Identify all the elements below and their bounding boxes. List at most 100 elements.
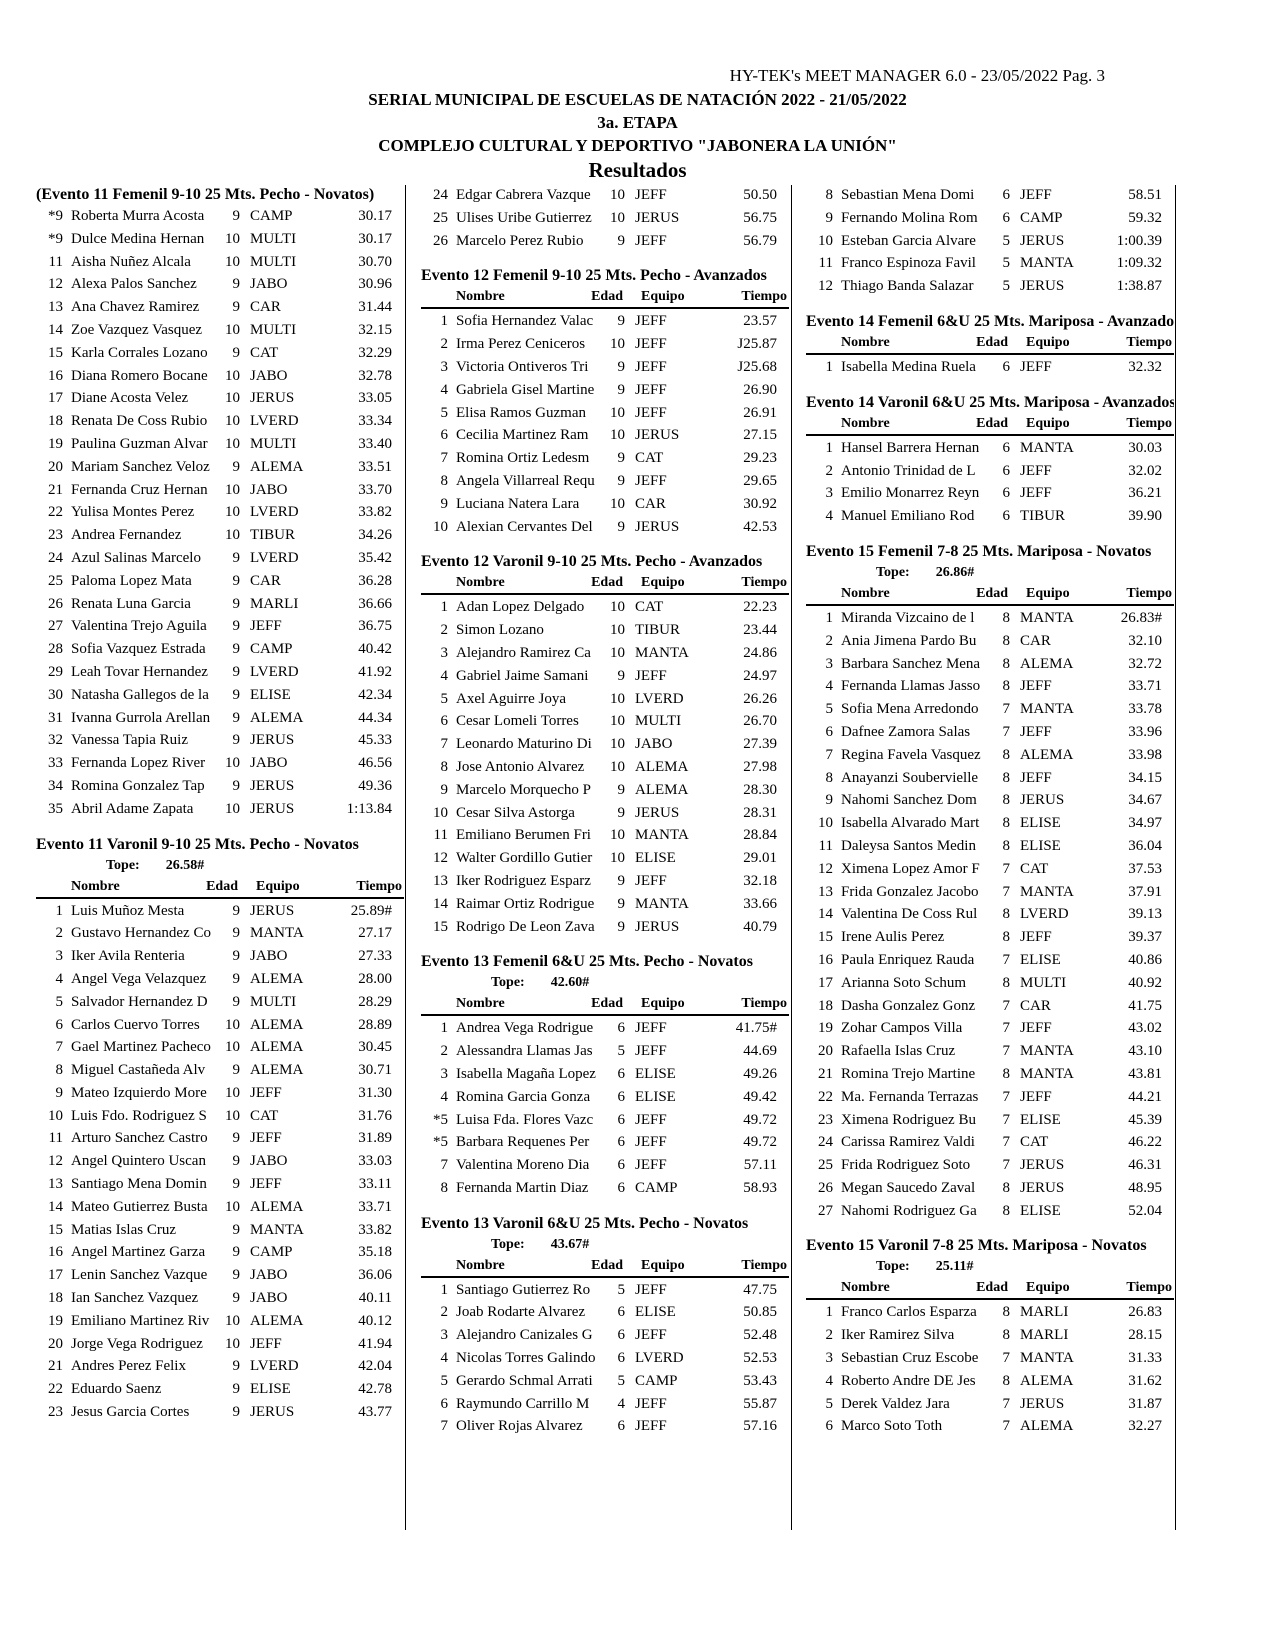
team: MANTA — [1020, 609, 1074, 626]
swimmer-name: Raymundo Carrillo M — [456, 1395, 590, 1412]
place: *5 — [433, 1134, 448, 1151]
age: 7 — [1002, 883, 1011, 900]
time: 30.17 — [358, 208, 392, 224]
result-row: 15 Matias Islas Cruz 9 MANTA 33.82 — [36, 1219, 404, 1242]
team: MULTI — [635, 713, 682, 730]
result-row: 5 Derek Valdez Jara 7 JERUS 31.87 — [806, 1393, 1174, 1416]
time: 24.86 — [743, 644, 777, 661]
age: 10 — [225, 1084, 240, 1101]
swimmer-name: Santiago Mena Domin — [71, 1176, 207, 1193]
place: 15 — [48, 344, 63, 361]
age: 9 — [232, 208, 241, 224]
time: 42.78 — [358, 1381, 392, 1398]
place: 20 — [48, 458, 63, 475]
swimmer-name: Nahomi Rodriguez Ga — [841, 1202, 977, 1219]
place: *5 — [433, 1111, 448, 1128]
team: JEFF — [635, 1043, 667, 1060]
result-row: 6 Raymundo Carrillo M 4 JEFF 55.87 — [421, 1393, 789, 1416]
swimmer-name: Paulina Guzman Alvar — [71, 435, 208, 452]
team: ELISE — [250, 1381, 291, 1398]
swimmer-name: Alejandro Canizales G — [456, 1327, 593, 1344]
result-row: 11 Arturo Sanchez Castro 9 JEFF 31.89 — [36, 1127, 404, 1150]
time: 39.13 — [1128, 906, 1162, 923]
place: 3 — [825, 1350, 834, 1367]
time: 33.40 — [358, 435, 392, 452]
time: 1:09.32 — [1116, 255, 1162, 272]
age: 9 — [232, 970, 241, 987]
place: 7 — [55, 1039, 64, 1056]
event-block: Evento 13 Femenil 6&U 25 Mts. Pecho - No… — [421, 951, 789, 1199]
result-row: 9 Mateo Izquierdo More 10 JEFF 31.30 — [36, 1082, 404, 1105]
swimmer-name: Angela Villarreal Requ — [456, 472, 595, 489]
column-divider — [1175, 185, 1176, 1530]
header-edad: Edad — [976, 1280, 1008, 1296]
swimmer-name: Frida Rodriguez Soto — [841, 1157, 971, 1174]
team: CAR — [250, 299, 281, 316]
time: 30.70 — [358, 253, 392, 270]
event-block: 24 Edgar Cabrera Vazque 10 JEFF 50.50 25 Ulise… — [421, 184, 789, 252]
age: 10 — [225, 504, 240, 521]
time: 1:38.87 — [1116, 278, 1162, 295]
place: 6 — [55, 1016, 64, 1033]
age: 9 — [232, 458, 241, 475]
team: ALEMA — [635, 781, 689, 798]
place: 12 — [818, 278, 833, 295]
swimmer-name: Romina Gonzalez Tap — [71, 777, 205, 794]
place: 17 — [48, 390, 63, 407]
column-header: Nombre Edad Equipo Tiempo — [421, 993, 789, 1017]
team: MANTA — [635, 895, 689, 912]
team: ALEMA — [1020, 655, 1074, 672]
result-row: 32 Vanessa Tapia Ruiz 9 JERUS 45.33 — [36, 729, 404, 752]
column-header: Nombre Edad Equipo Tiempo — [421, 286, 789, 310]
place: 11 — [48, 1130, 63, 1147]
place: 7 — [825, 746, 834, 763]
time: 32.78 — [358, 367, 392, 384]
result-row: 4 Fernanda Llamas Jasso 8 JEFF 33.71 — [806, 675, 1174, 698]
header-tiempo: Tiempo — [1126, 1280, 1172, 1296]
swimmer-name: Mariam Sanchez Veloz — [71, 458, 210, 475]
place: 16 — [818, 951, 833, 968]
result-row: 8 Jose Antonio Alvarez 10 ALEMA 27.98 — [421, 756, 789, 779]
header-equipo: Equipo — [1026, 1280, 1070, 1296]
result-row: 3 Alejandro Ramirez Ca 10 MANTA 24.86 — [421, 642, 789, 665]
time: 32.32 — [1128, 358, 1162, 375]
age: 7 — [1002, 860, 1011, 877]
result-row: 6 Cecilia Martinez Ram 10 JERUS 27.15 — [421, 424, 789, 447]
swimmer-name: Isabella Alvarado Mart — [841, 815, 980, 832]
result-row: *9 Roberta Murra Acosta 9 CAMP 30.17 — [36, 205, 404, 228]
time: 32.27 — [1128, 1418, 1162, 1435]
place: 8 — [440, 1179, 449, 1196]
team: JEFF — [635, 336, 667, 353]
time: 36.06 — [358, 1267, 392, 1284]
result-row: 29 Leah Tovar Hernandez 9 LVERD 41.92 — [36, 661, 404, 684]
tope-label: Tope: — [491, 1236, 525, 1252]
swimmer-name: Marcelo Morquecho P — [456, 781, 591, 798]
place: 13 — [48, 1176, 63, 1193]
age: 8 — [1002, 906, 1011, 923]
result-row: 9 Nahomi Sanchez Dom 8 JERUS 34.67 — [806, 789, 1174, 812]
age: 10 — [225, 253, 240, 270]
time: 33.51 — [358, 458, 392, 475]
tope-label: Tope: — [491, 975, 525, 991]
event-block: Evento 14 Femenil 6&U 25 Mts. Mariposa -… — [806, 311, 1174, 379]
time: 49.72 — [743, 1134, 777, 1151]
time: 41.75 — [1128, 997, 1162, 1014]
place: 3 — [440, 358, 449, 375]
time: 33.66 — [743, 895, 777, 912]
place: 25 — [48, 572, 63, 589]
place: 10 — [48, 1107, 63, 1124]
age: 9 — [232, 1062, 241, 1079]
swimmer-name: Angel Martinez Garza — [71, 1244, 206, 1261]
place: 27 — [48, 618, 63, 635]
header-equipo: Equipo — [1026, 585, 1070, 601]
place: 22 — [48, 504, 63, 521]
result-row: 4 Angel Vega Velazquez 9 ALEMA 28.00 — [36, 968, 404, 991]
team: LVERD — [250, 1358, 299, 1375]
result-row: 14 Mateo Gutierrez Busta 10 ALEMA 33.71 — [36, 1196, 404, 1219]
result-row: 24 Edgar Cabrera Vazque 10 JEFF 50.50 — [421, 184, 789, 207]
header-edad: Edad — [206, 878, 238, 894]
time: 40.42 — [358, 641, 392, 658]
place: 6 — [825, 723, 834, 740]
team: ELISE — [635, 1065, 676, 1082]
place: 8 — [825, 187, 834, 203]
